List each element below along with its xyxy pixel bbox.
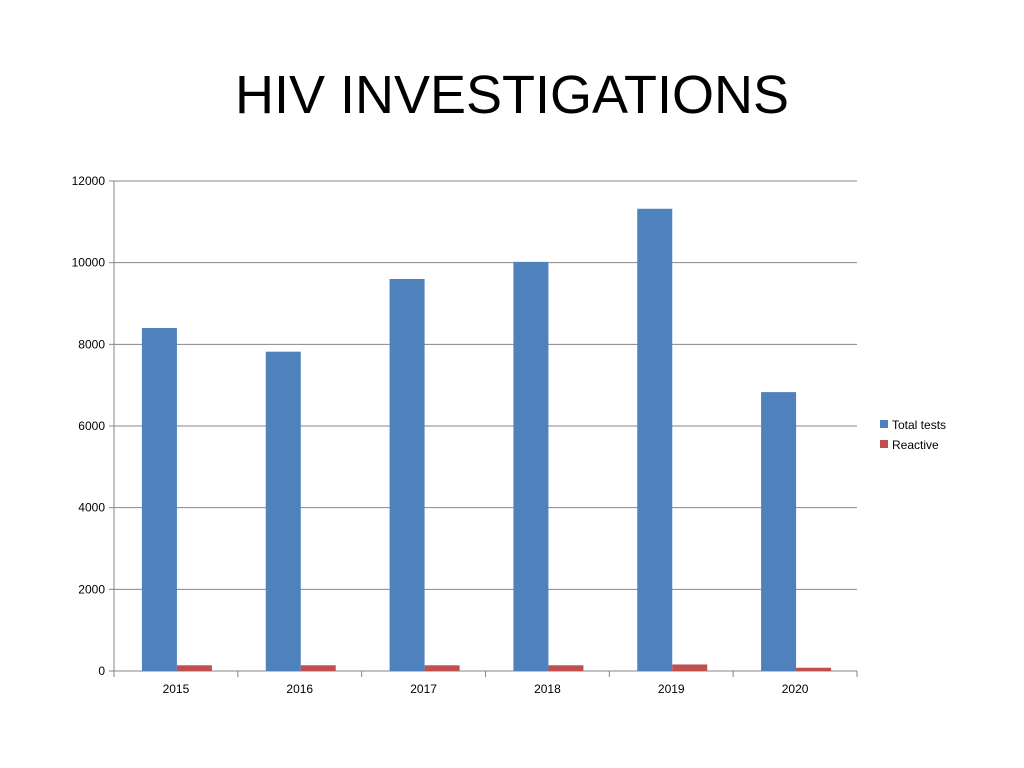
x-tick-label: 2019: [658, 682, 685, 696]
x-tick-label: 2018: [534, 682, 561, 696]
x-tick-label: 2016: [286, 682, 313, 696]
y-tick-label: 8000: [78, 337, 105, 351]
bar-total-tests-2015: [141, 328, 177, 671]
y-tick-label: 0: [98, 664, 105, 678]
bar-reactive-2018: [548, 665, 584, 671]
x-tick-label: 2015: [163, 682, 190, 696]
bar-reactive-2020: [796, 667, 832, 671]
y-tick-label: 12000: [72, 174, 106, 188]
slide-title: HIV INVESTIGATIONS: [234, 65, 790, 125]
y-tick-label: 4000: [78, 501, 105, 515]
legend-swatch: [880, 440, 888, 448]
bar-total-tests-2019: [637, 208, 673, 671]
bar-reactive-2016: [300, 665, 336, 671]
bar-reactive-2015: [176, 665, 212, 671]
bar-total-tests-2017: [389, 279, 425, 671]
x-tick-label: 2017: [410, 682, 437, 696]
legend-swatch: [880, 420, 888, 428]
y-tick-label: 2000: [78, 582, 105, 596]
x-tick-label: 2020: [782, 682, 809, 696]
bar-reactive-2019: [672, 664, 708, 671]
bars: [141, 208, 832, 671]
gridlines: [114, 180, 857, 590]
y-tick-label: 6000: [78, 419, 105, 433]
legend-label: Total tests: [892, 418, 946, 432]
x-tick-labels: 2015 2016 2017 2018 2019 2020: [163, 682, 809, 696]
bar-reactive-2017: [424, 665, 460, 671]
legend-label: Reactive: [892, 438, 939, 452]
y-tick-labels: 0 2000 4000 6000 8000 10000 12000: [72, 174, 106, 678]
bar-total-tests-2018: [513, 261, 549, 671]
bar-total-tests-2016: [265, 351, 301, 671]
axes: [109, 180, 858, 677]
bar-total-tests-2020: [761, 392, 797, 671]
y-tick-label: 10000: [72, 256, 106, 270]
legend: Total tests Reactive: [880, 418, 946, 452]
